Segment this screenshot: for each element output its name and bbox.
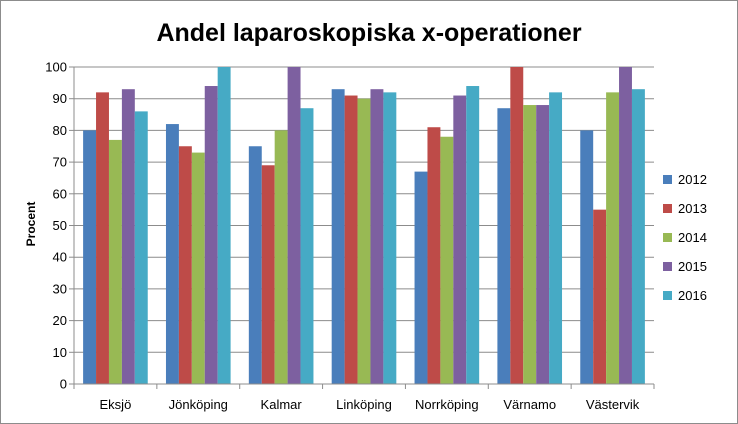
y-tick-label: 30 [53,281,67,296]
y-tick-label: 20 [53,313,67,328]
bar-2015-6 [619,67,632,384]
x-tick-label: Eksjö [100,397,132,412]
legend-label: 2012 [678,172,707,187]
bar-2014-4 [440,136,454,384]
legend-label: 2013 [678,201,707,216]
bar-2014-3 [357,98,371,384]
bar-2014-5 [523,105,537,384]
bar-2013-0 [96,92,109,385]
bar-2015-2 [287,67,301,384]
y-tick-label: 80 [53,123,67,138]
bar-2016-1 [217,67,231,384]
legend: 2012 2013 2014 2015 2016 [663,172,707,303]
bar-2015-0 [121,89,135,384]
bar-2013-5 [510,67,524,384]
bar-2013-6 [593,209,607,384]
bar-2013-1 [178,146,192,384]
bar-2015-3 [370,89,384,384]
bar-2016-4 [466,86,480,385]
bar-2014-6 [606,92,620,385]
bar-2016-5 [549,92,563,385]
y-tick-label: 50 [53,218,67,233]
bar-2012-4 [414,171,428,384]
x-tick-label: Värnamo [503,397,556,412]
chart-title: Andel laparoskopiska x-operationer [156,19,581,47]
bar-2012-5 [497,108,511,385]
legend-swatch-2012 [663,175,672,184]
legend-label: 2014 [678,230,707,245]
bar-2012-1 [165,124,179,384]
bar-2013-3 [344,95,358,384]
legend-swatch-2015 [663,262,672,271]
bar-2012-0 [83,130,97,384]
x-tick-label: Kalmar [261,397,303,412]
legend-label: 2016 [678,288,707,303]
bar-2012-3 [331,89,345,384]
bar-2016-6 [631,89,645,384]
bar-2015-5 [536,105,550,384]
bar-2016-0 [134,111,148,384]
y-tick-label: 0 [60,377,67,392]
x-tick-label: Linköping [336,397,392,412]
bar-2014-0 [108,139,122,384]
bar-2015-1 [204,86,218,385]
bar-2013-2 [261,165,275,384]
bar-2016-2 [300,108,314,385]
legend-swatch-2013 [663,204,672,213]
y-tick-label: 10 [53,345,67,360]
y-tick-label: 100 [45,60,67,75]
y-tick-label: 60 [53,186,67,201]
y-axis-label: Procent [24,202,38,247]
bar-2012-2 [248,146,262,384]
bar-2015-4 [453,95,467,384]
y-tick-label: 90 [53,91,67,106]
y-tick-label: 40 [53,250,67,265]
legend-label: 2015 [678,259,707,274]
bar-2012-6 [580,130,594,384]
bar-2013-4 [427,127,441,384]
bar-2014-2 [274,130,288,384]
legend-swatch-2016 [663,291,672,300]
x-tick-label: Västervik [586,397,640,412]
bar-2016-3 [383,92,397,385]
bar-2014-1 [191,152,205,384]
x-tick-label: Norrköping [415,397,479,412]
x-tick-label: Jönköping [169,397,228,412]
legend-swatch-2014 [663,233,672,242]
y-tick-label: 70 [53,155,67,170]
